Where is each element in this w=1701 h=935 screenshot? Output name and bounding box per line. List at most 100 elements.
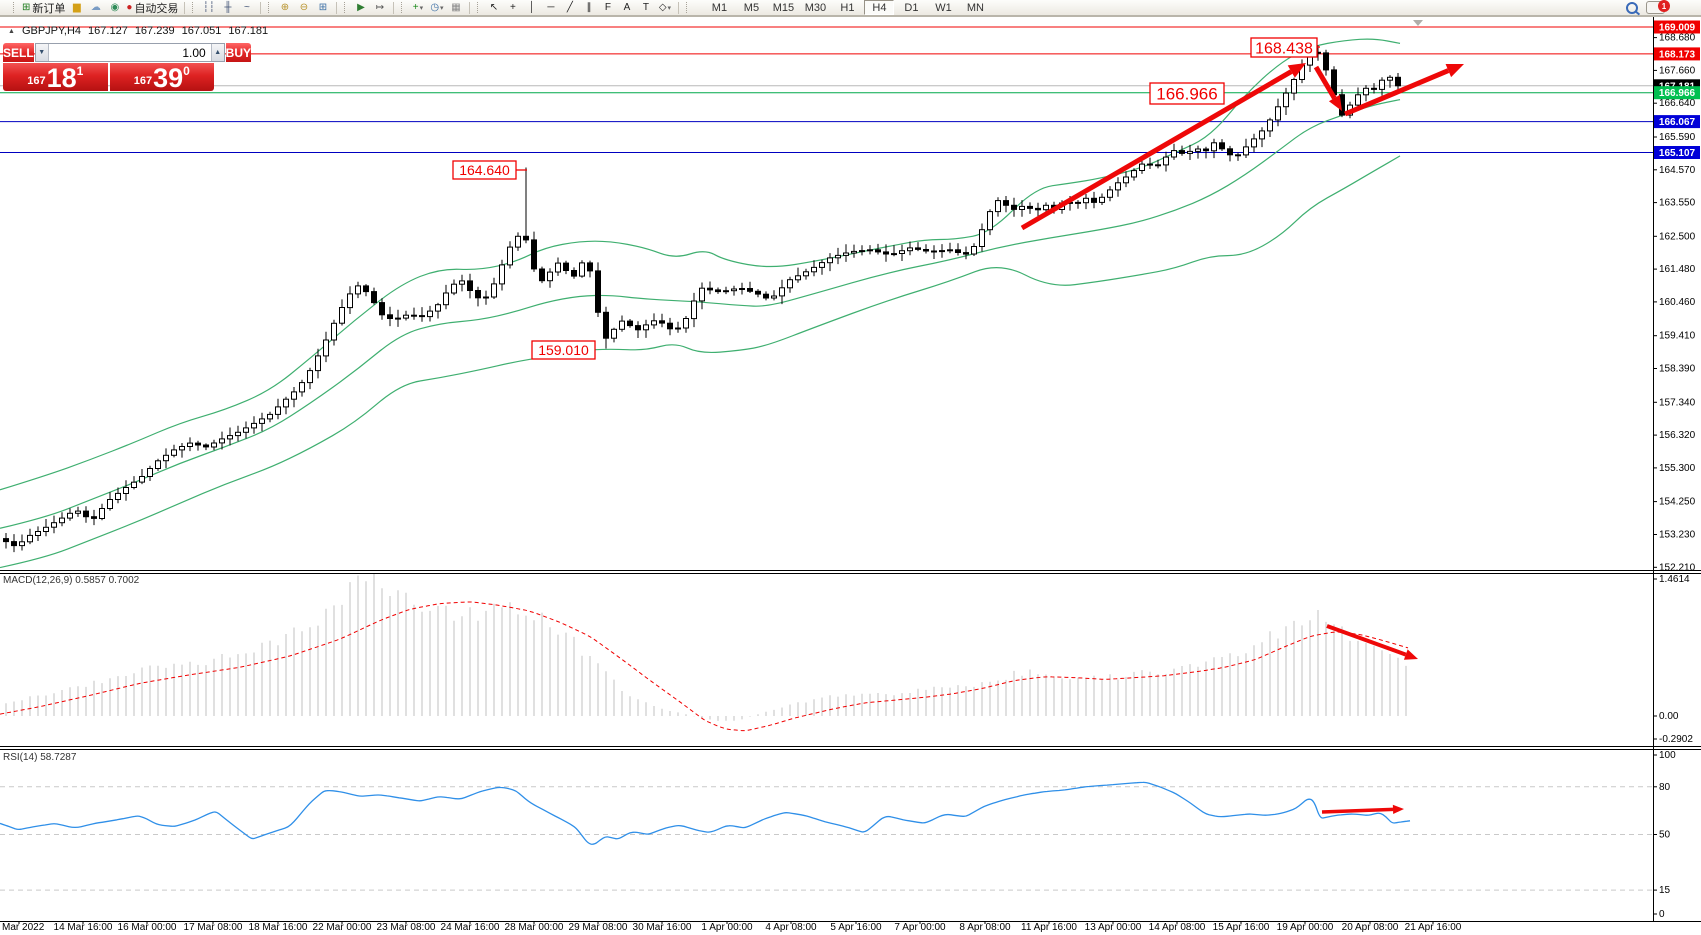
time-tick-label: 19 Apr 00:00 [1277,922,1334,933]
price-tick-label: 157.340 [1659,397,1696,408]
timeframe-d1-button[interactable]: D1 [904,1,919,14]
chevron-down-icon[interactable]: ▾ [667,4,672,12]
price-tick-label: 159.410 [1659,331,1696,342]
svg-text:166.067: 166.067 [1659,117,1696,128]
shapes-icon[interactable]: ◇ ▾ [658,1,672,13]
label-icon[interactable]: T [642,1,649,13]
toolbar-grip [268,2,272,13]
ohlc-open: 167.127 [88,25,128,37]
signal-icon[interactable]: ◉ [110,1,120,13]
time-tick-label: 14 Apr 08:00 [1149,922,1206,933]
svg-text:169.009: 169.009 [1659,23,1696,34]
sell-price-prefix: 167 [27,75,46,87]
svg-text:100: 100 [1659,750,1676,761]
timeframe-m1-button[interactable]: M1 [711,1,728,14]
macd-signal-line [0,601,1409,732]
volume-spinner: ▼ ▲ [34,43,225,62]
bollinger-upper [0,38,1401,491]
volume-input[interactable] [48,44,211,61]
price-tick-label: 152.210 [1659,562,1696,573]
toolbar-grip [401,2,405,13]
candles [3,45,1401,553]
cloud-icon[interactable]: ☁ [90,1,101,13]
crosshair-icon[interactable]: + [510,1,516,13]
toolbar-grip [13,2,17,13]
price-annotation-box [531,340,596,360]
time-tick-label: 20 Apr 08:00 [1342,922,1399,933]
notification-badge: 1 [1658,0,1670,12]
time-tick-label: 15 Apr 16:00 [1213,922,1270,933]
timeframe-m30-button[interactable]: M30 [804,1,827,14]
symbol-name: GBPJPY,H4 [21,25,82,37]
chevron-down-icon[interactable]: ▾ [419,4,424,12]
trendline-icon[interactable]: ╱ [566,1,573,13]
line-chart-icon[interactable]: ~ [244,1,250,13]
pane-borders [0,16,1701,922]
time-tick-label: 1 Apr 00:00 [701,922,753,933]
timeframe-mn-button[interactable]: MN [966,1,984,14]
auto-scroll-icon[interactable]: ▶ [357,1,365,13]
toolbar-separator [184,1,186,14]
price-tick-label: 165.590 [1659,132,1696,143]
timeframe-h1-button[interactable]: H1 [840,1,855,14]
indicators-icon[interactable]: + ▾ [412,1,424,13]
time-tick-label: 7 Apr 00:00 [894,922,946,933]
fibonacci-icon[interactable]: F [604,1,611,13]
timeframe-m5-button[interactable]: M5 [743,1,760,14]
time-tick-label: 4 Apr 08:00 [765,922,817,933]
toolbar-grip [686,2,690,13]
svg-text:50: 50 [1659,830,1671,841]
buy-button[interactable]: BUY [225,43,252,62]
candlestick-icon[interactable]: ╫ [224,1,232,13]
sell-price-panel[interactable]: 167 18 1 [3,63,108,92]
price-annotation-box [1149,82,1225,105]
time-tick-label: 8 Apr 08:00 [959,922,1011,933]
tile-windows-icon[interactable]: ⊞ [318,1,328,13]
zoom-in-icon[interactable]: ⊕ [280,1,290,13]
new-order-icon[interactable]: ⊞ 新订单 [22,1,66,15]
price-tick-label: 162.500 [1659,231,1696,242]
time-tick-label: 22 Mar 00:00 [313,922,372,933]
zoom-out-icon[interactable]: ⊖ [299,1,309,13]
time-tick-label: 13 Apr 00:00 [1085,922,1142,933]
time-tick-label: 18 Mar 16:00 [249,922,308,933]
text-icon[interactable]: A [623,1,631,13]
price-tick-label: 160.460 [1659,297,1696,308]
price-tick-label: 168.680 [1659,33,1696,44]
volume-decrease-button[interactable]: ▼ [35,44,49,61]
time-tick-label: 11 Apr 16:00 [1021,922,1077,933]
price-tick-label: 167.660 [1659,65,1696,76]
gold-icon[interactable]: ▆ [73,1,81,13]
channel-icon[interactable]: ∥ [586,1,592,13]
autotrade-icon[interactable]: ● 自动交易 [126,1,179,15]
cursor-icon[interactable]: ↖ [489,1,499,13]
volume-increase-button[interactable]: ▲ [210,44,224,61]
time-tick-label: 24 Mar 16:00 [441,922,500,933]
time-tick-label: 28 Mar 00:00 [505,922,564,933]
chart-shift-marker [1413,20,1423,26]
price-tick-label: 163.550 [1659,198,1696,209]
notification-icon[interactable]: 1 [1646,0,1670,14]
search-icon[interactable] [1626,1,1638,14]
price-badge [1654,115,1700,129]
bollinger-lower [0,155,1401,569]
price-tick-label: 155.300 [1659,463,1696,474]
chevron-down-icon[interactable]: ▾ [440,4,444,12]
timeframe-h4-button[interactable]: H4 [864,0,895,15]
svg-text:0.00: 0.00 [1659,711,1679,722]
bar-chart-icon[interactable]: ┆┆ [202,1,215,13]
time-tick-label: 29 Mar 08:00 [569,922,628,933]
hline-icon[interactable]: ─ [547,1,555,13]
trend-arrows [1020,63,1464,815]
chart-shift-icon[interactable]: ↦ [375,1,385,13]
svg-text:159.010: 159.010 [538,342,589,358]
symbol-triangle-icon: ▲ [8,27,15,35]
buy-price-panel[interactable]: 167 39 0 [109,63,214,92]
timeframe-w1-button[interactable]: W1 [935,1,952,14]
templates-icon[interactable]: ▦ [451,1,461,13]
timeframe-m15-button[interactable]: M15 [772,1,795,14]
sell-button[interactable]: SELL [3,43,34,62]
vline-icon[interactable]: │ [528,1,536,13]
periods-icon[interactable]: ◷ ▾ [430,1,444,13]
